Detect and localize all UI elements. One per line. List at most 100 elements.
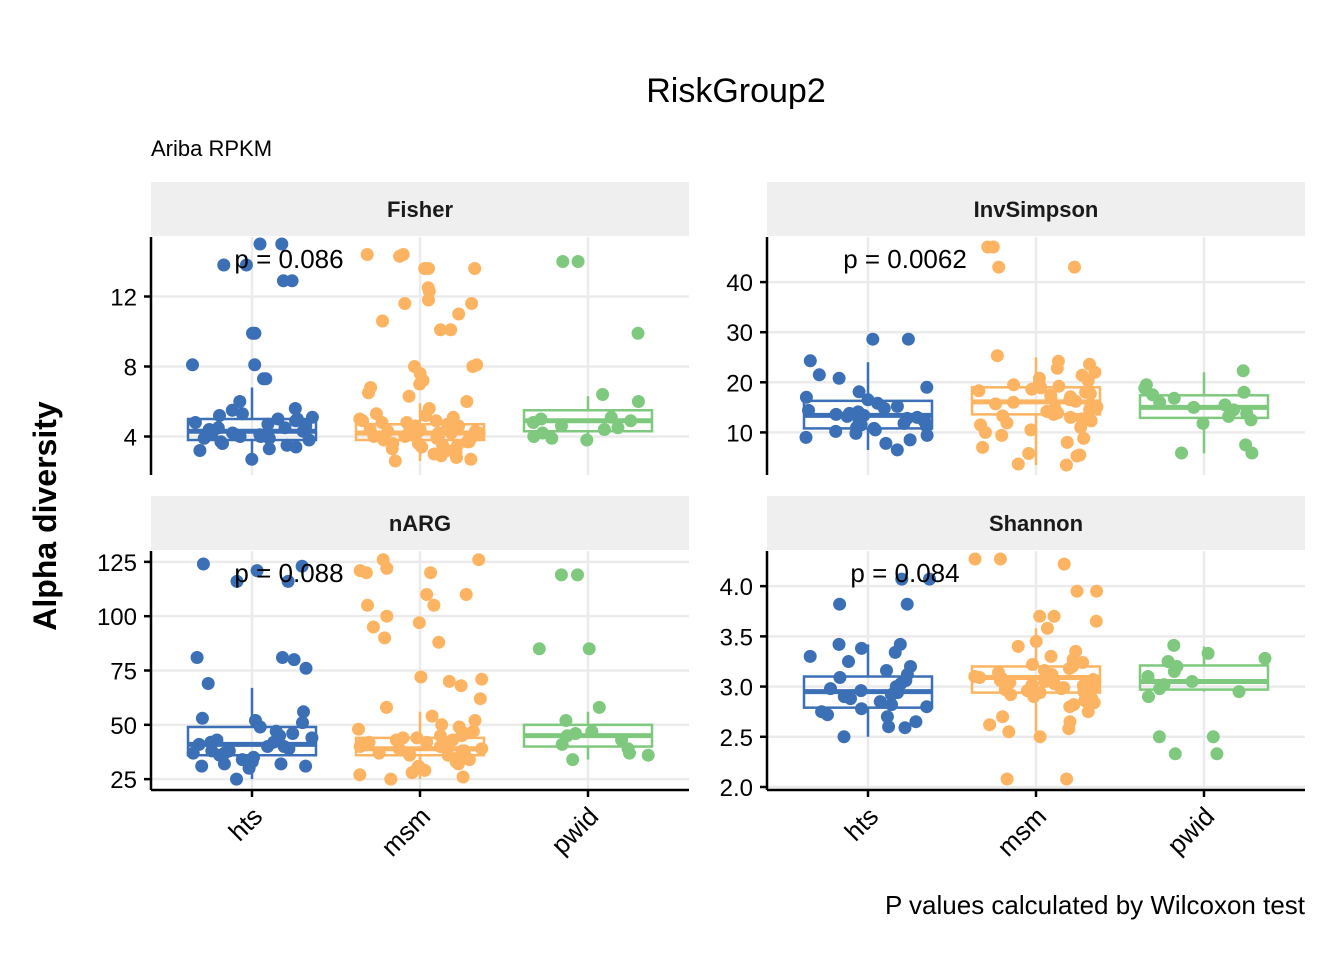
data-point-msm [452,307,466,321]
facet-strip-label: Fisher [387,197,453,222]
data-point-pwid [545,431,559,445]
data-point-msm [1063,700,1077,714]
data-point-msm [1000,416,1014,430]
data-point-msm [415,440,429,454]
y-tick-label: 3.0 [720,675,753,702]
data-point-msm [1059,458,1073,472]
data-point-msm [1025,382,1039,396]
data-point-msm [444,426,458,440]
data-point-pwid [556,255,570,268]
data-point-msm [1044,649,1058,663]
data-point-pwid [1168,747,1182,761]
data-point-pwid [597,423,611,436]
data-point-msm [1084,414,1098,428]
data-point-msm [420,588,434,601]
data-point-msm [419,409,433,422]
facet-strip [767,182,1305,236]
data-point-pwid [611,421,625,435]
data-point-msm [1026,658,1039,671]
data-point-msm [427,598,441,612]
data-point-msm [433,740,447,753]
data-point-msm [1087,680,1101,694]
data-point-msm [1006,395,1020,409]
facet-strip-label: Shannon [989,511,1083,536]
data-point-hts [235,407,249,421]
data-point-hts [832,637,846,651]
data-point-msm [1047,609,1061,623]
data-point-hts [289,414,303,428]
y-tick-label: 2.5 [720,725,753,752]
data-point-msm [978,425,992,439]
data-point-hts [299,661,313,675]
data-point-pwid [1244,413,1258,427]
data-point-hts [217,757,231,771]
data-point-pwid [1196,416,1210,430]
data-point-hts [890,443,904,457]
data-point-hts [274,757,288,771]
facet-strip-label: nARG [389,511,451,536]
data-point-pwid [631,395,645,408]
chart-subtitle: Ariba RPKM [151,136,272,161]
data-point-msm [384,772,398,786]
data-point-hts [261,740,275,753]
data-point-hts [276,651,289,664]
data-point-hts [253,237,267,251]
data-point-hts [186,746,200,760]
data-point-hts [262,431,276,445]
data-point-hts [854,684,868,698]
y-tick-label: 30 [726,320,753,347]
data-point-pwid [555,737,569,751]
data-point-hts [895,572,909,586]
data-point-pwid [1236,364,1250,378]
data-point-hts [286,727,300,740]
p-value-label: p = 0.086 [234,244,343,274]
data-point-pwid [1232,685,1246,699]
data-point-pwid [571,568,584,582]
data-point-msm [420,735,434,749]
data-point-hts [829,407,843,421]
data-point-msm [1011,639,1025,653]
data-point-pwid [1237,385,1251,399]
data-point-hts [302,433,316,447]
data-point-msm [475,742,489,756]
data-point-hts [840,409,854,423]
data-point-msm [462,753,476,767]
data-point-msm [360,248,374,261]
data-point-hts [195,759,209,773]
data-point-msm [434,449,448,463]
data-point-msm [356,414,370,428]
data-point-msm [1074,420,1088,434]
data-point-pwid [566,753,580,767]
data-point-hts [250,564,264,578]
data-point-msm [973,671,987,684]
data-point-pwid [1152,730,1166,744]
data-point-hts [880,710,894,724]
data-point-pwid [624,414,638,428]
data-point-msm [353,768,367,782]
data-point-hts [295,559,309,573]
data-point-msm [1081,705,1095,719]
data-point-hts [855,702,868,716]
panel-fisher: Fisher 4 8 12 p = 0.086 [110,182,689,475]
data-point-msm [435,718,449,732]
data-point-msm [422,293,435,307]
data-point-hts [799,390,813,404]
data-point-hts [230,772,243,786]
data-point-pwid [555,419,568,433]
y-tick-label: 3.5 [720,624,753,651]
data-point-hts [186,358,199,372]
data-point-pwid [582,642,596,656]
data-point-msm [413,377,427,391]
data-point-msm [1068,260,1081,274]
data-point-msm [1060,435,1074,449]
data-point-msm [976,440,990,454]
data-point-pwid [1142,690,1155,704]
data-point-hts [288,402,302,415]
data-point-msm [468,714,482,727]
data-point-msm [1011,457,1025,471]
data-point-msm [1064,410,1077,424]
data-point-hts [278,421,292,435]
